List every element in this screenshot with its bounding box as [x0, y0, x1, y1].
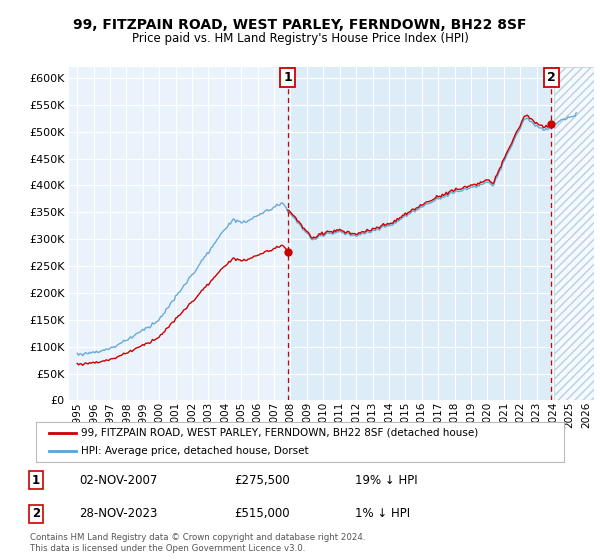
Text: 02-NOV-2007: 02-NOV-2007: [79, 474, 158, 487]
Text: 1% ↓ HPI: 1% ↓ HPI: [355, 507, 410, 520]
Text: 99, FITZPAIN ROAD, WEST PARLEY, FERNDOWN, BH22 8SF (detached house): 99, FITZPAIN ROAD, WEST PARLEY, FERNDOWN…: [81, 428, 478, 437]
Text: £515,000: £515,000: [234, 507, 289, 520]
Text: 19% ↓ HPI: 19% ↓ HPI: [355, 474, 418, 487]
Text: Contains HM Land Registry data © Crown copyright and database right 2024.
This d: Contains HM Land Registry data © Crown c…: [30, 533, 365, 553]
Bar: [287, 67, 551, 400]
Text: 1: 1: [283, 71, 292, 84]
Text: 2: 2: [547, 71, 556, 84]
Text: 2: 2: [32, 507, 40, 520]
Text: £275,500: £275,500: [234, 474, 290, 487]
Text: 1: 1: [32, 474, 40, 487]
Text: Price paid vs. HM Land Registry's House Price Index (HPI): Price paid vs. HM Land Registry's House …: [131, 32, 469, 45]
Text: 28-NOV-2023: 28-NOV-2023: [79, 507, 158, 520]
Text: 99, FITZPAIN ROAD, WEST PARLEY, FERNDOWN, BH22 8SF: 99, FITZPAIN ROAD, WEST PARLEY, FERNDOWN…: [73, 18, 527, 32]
Text: HPI: Average price, detached house, Dorset: HPI: Average price, detached house, Dors…: [81, 446, 308, 456]
